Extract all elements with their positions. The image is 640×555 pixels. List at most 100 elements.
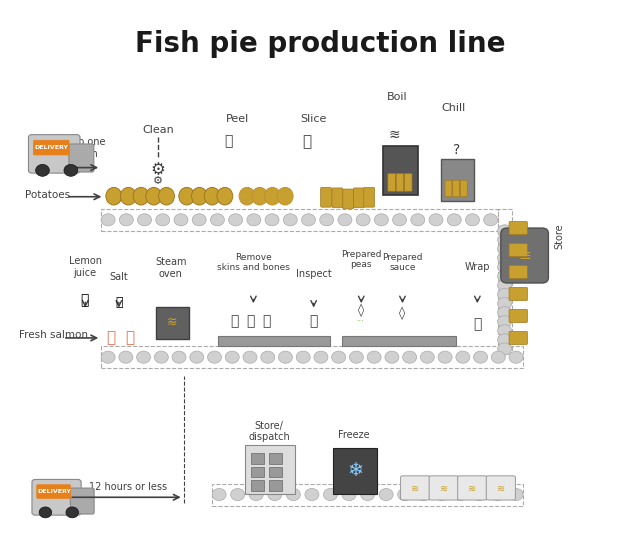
Circle shape	[119, 214, 133, 226]
Circle shape	[498, 306, 511, 319]
Circle shape	[296, 351, 310, 363]
Circle shape	[397, 488, 412, 501]
Ellipse shape	[191, 188, 207, 205]
Text: ≡: ≡	[518, 248, 531, 263]
Text: 👷: 👷	[230, 315, 239, 329]
Circle shape	[247, 214, 261, 226]
Circle shape	[314, 351, 328, 363]
FancyBboxPatch shape	[252, 480, 264, 491]
Text: Store: Store	[555, 224, 564, 249]
Text: Lemon
juice: Lemon juice	[68, 256, 102, 278]
Circle shape	[498, 270, 511, 282]
Bar	[212, 483, 523, 506]
Text: ◊: ◊	[358, 304, 364, 317]
Text: DELIVERY: DELIVERY	[37, 489, 71, 494]
Circle shape	[392, 214, 406, 226]
FancyBboxPatch shape	[156, 306, 189, 339]
Ellipse shape	[264, 188, 280, 205]
Circle shape	[192, 214, 206, 226]
Text: Slice: Slice	[300, 114, 327, 124]
Text: 🔪: 🔪	[303, 134, 312, 149]
Ellipse shape	[146, 188, 162, 205]
Text: Freeze: Freeze	[338, 430, 369, 440]
Text: Up to one
month: Up to one month	[58, 137, 106, 159]
Circle shape	[456, 351, 470, 363]
FancyBboxPatch shape	[509, 287, 527, 301]
FancyBboxPatch shape	[404, 174, 412, 191]
Circle shape	[416, 488, 430, 501]
Circle shape	[498, 343, 511, 355]
Circle shape	[484, 214, 498, 226]
FancyBboxPatch shape	[70, 488, 94, 514]
Text: ≋: ≋	[388, 128, 400, 142]
Circle shape	[498, 234, 511, 246]
Circle shape	[360, 488, 374, 501]
Text: 🐟: 🐟	[125, 330, 134, 345]
Ellipse shape	[217, 188, 233, 205]
Text: ≋: ≋	[411, 484, 419, 494]
Circle shape	[268, 488, 282, 501]
FancyBboxPatch shape	[269, 453, 282, 465]
Circle shape	[498, 225, 511, 237]
Circle shape	[509, 351, 523, 363]
Circle shape	[305, 488, 319, 501]
Circle shape	[374, 214, 388, 226]
Circle shape	[498, 334, 511, 346]
Text: Salt: Salt	[109, 272, 128, 282]
FancyBboxPatch shape	[458, 476, 487, 500]
Circle shape	[420, 351, 435, 363]
Text: Fish pie production line: Fish pie production line	[135, 31, 505, 58]
Circle shape	[66, 507, 79, 518]
Circle shape	[435, 488, 449, 501]
FancyBboxPatch shape	[354, 188, 364, 208]
Circle shape	[228, 214, 243, 226]
Circle shape	[385, 351, 399, 363]
FancyBboxPatch shape	[388, 174, 396, 191]
Text: ⚙: ⚙	[151, 162, 166, 179]
Circle shape	[301, 214, 316, 226]
Bar	[101, 209, 498, 231]
Circle shape	[265, 214, 279, 226]
Circle shape	[498, 316, 511, 327]
Circle shape	[138, 214, 152, 226]
Circle shape	[249, 488, 263, 501]
Text: ≋: ≋	[468, 484, 476, 494]
Circle shape	[278, 351, 292, 363]
Bar	[342, 336, 456, 346]
Text: Fresh salmon: Fresh salmon	[19, 330, 88, 340]
Circle shape	[284, 214, 297, 226]
Circle shape	[498, 252, 511, 264]
FancyBboxPatch shape	[364, 188, 374, 207]
Circle shape	[498, 279, 511, 291]
FancyBboxPatch shape	[445, 180, 452, 196]
Ellipse shape	[277, 188, 293, 205]
FancyBboxPatch shape	[332, 188, 343, 208]
FancyBboxPatch shape	[36, 485, 70, 498]
FancyBboxPatch shape	[509, 309, 527, 322]
Ellipse shape	[133, 188, 149, 205]
Ellipse shape	[204, 188, 220, 205]
Circle shape	[474, 351, 488, 363]
Text: ≋: ≋	[497, 484, 505, 494]
FancyBboxPatch shape	[28, 135, 80, 173]
Circle shape	[438, 351, 452, 363]
Circle shape	[349, 351, 364, 363]
Text: 👷: 👷	[246, 315, 254, 329]
Circle shape	[498, 297, 511, 310]
Circle shape	[260, 351, 275, 363]
Circle shape	[101, 214, 115, 226]
Text: ◊: ◊	[399, 306, 406, 320]
Text: Prepared
peas: Prepared peas	[341, 250, 381, 269]
Circle shape	[403, 351, 417, 363]
Ellipse shape	[252, 188, 268, 205]
Text: ?: ?	[453, 143, 461, 157]
Circle shape	[323, 488, 337, 501]
Bar	[498, 209, 511, 355]
Text: Peel: Peel	[226, 114, 249, 124]
Circle shape	[101, 351, 115, 363]
Ellipse shape	[159, 188, 174, 205]
Text: 👷: 👷	[262, 315, 270, 329]
Circle shape	[490, 488, 504, 501]
Circle shape	[207, 351, 221, 363]
FancyBboxPatch shape	[343, 189, 354, 209]
